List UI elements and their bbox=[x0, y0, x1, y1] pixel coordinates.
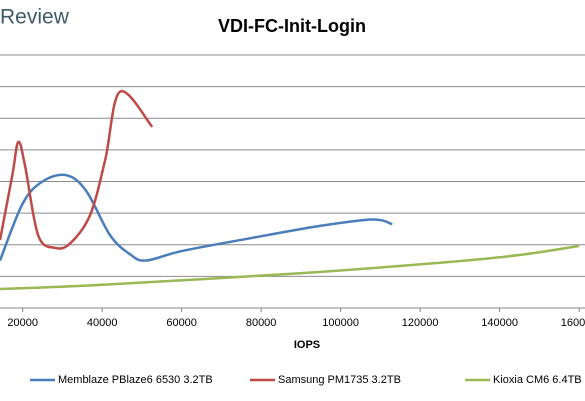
x-tick-label: 160000 bbox=[561, 317, 585, 329]
x-tick-label: 20000 bbox=[7, 317, 38, 329]
x-tick-label: 40000 bbox=[87, 317, 118, 329]
series-line bbox=[0, 244, 580, 291]
chart-title: VDI-FC-Init-Login bbox=[218, 16, 366, 36]
brand: Review bbox=[0, 6, 70, 29]
x-tick-label: 140000 bbox=[481, 317, 518, 329]
legend-label: Samsung PM1735 3.2TB bbox=[278, 374, 401, 386]
x-tick-label: 100000 bbox=[322, 317, 359, 329]
x-tick-label: 60000 bbox=[166, 317, 197, 329]
series-line bbox=[0, 90, 154, 250]
x-tick-label: 120000 bbox=[402, 317, 439, 329]
legend-label: Kioxia CM6 6.4TB bbox=[493, 374, 582, 386]
x-tick-label: 80000 bbox=[246, 317, 277, 329]
x-axis-label: IOPS bbox=[294, 339, 320, 351]
series-line bbox=[0, 173, 393, 262]
legend-label: Memblaze PBlaze6 6530 3.2TB bbox=[58, 374, 213, 386]
